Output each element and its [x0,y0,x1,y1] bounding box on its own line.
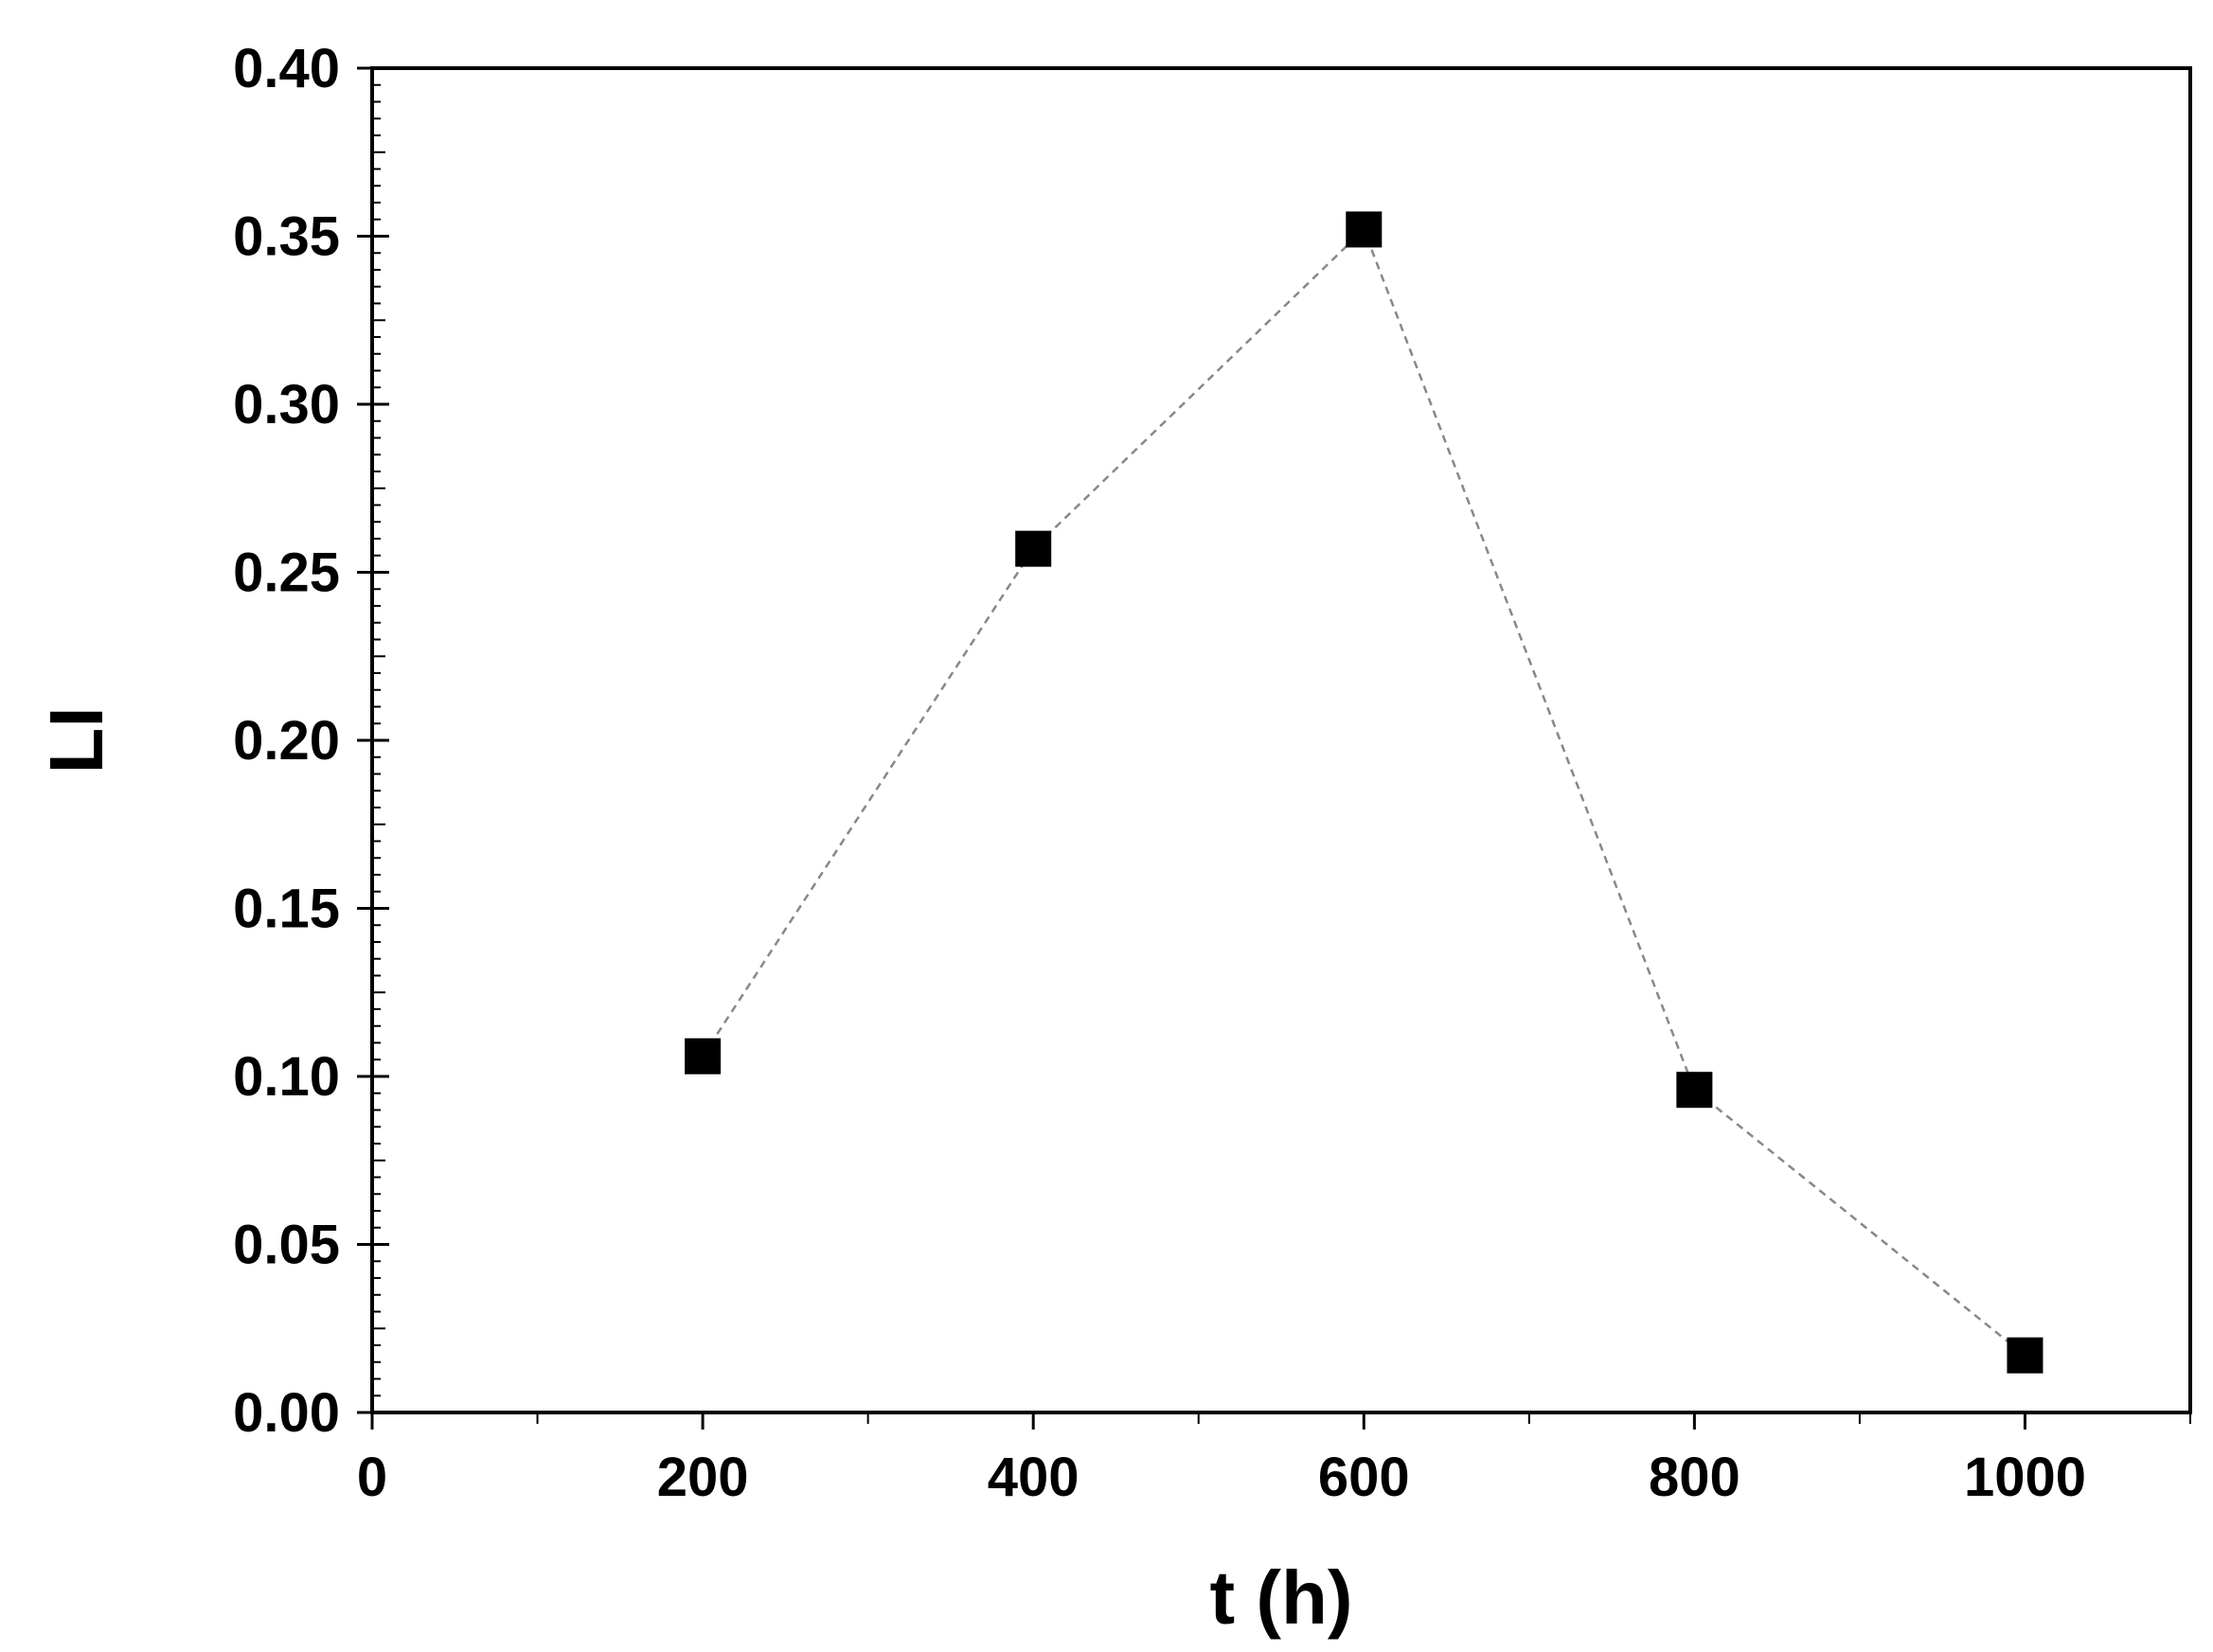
y-tick-label: 0.35 [233,206,340,268]
x-axis-title: t (h) [1209,1555,1352,1640]
y-tick-label: 0.30 [233,374,340,435]
series-points [685,211,2043,1374]
x-axis: 0 200 400 600 800 1000 [357,1412,2191,1508]
y-axis-title: LI [34,706,118,773]
x-tick-label: 800 [1649,1447,1740,1508]
y-tick-label: 0.40 [233,38,340,99]
y-tick-label: 0.05 [233,1215,340,1276]
data-point [685,1038,722,1075]
x-tick-label: 600 [1318,1447,1410,1508]
y-tick-label: 0.15 [233,879,340,940]
y-axis: 0.00 0.05 0.10 0.15 0.20 0.25 0.30 0.35 0.40 [233,38,389,1444]
y-tick-label: 0.10 [233,1046,340,1108]
data-point [1015,530,1052,567]
series-line [702,227,2026,1357]
series-connecting-line [702,227,2026,1357]
data-point [1346,211,1383,248]
plot-area-frame [370,66,2192,1414]
y-tick-label: 0.25 [233,542,340,604]
x-tick-label: 0 [357,1447,387,1508]
x-tick-label: 400 [988,1447,1080,1508]
x-tick-label: 200 [657,1447,749,1508]
y-tick-label: 0.00 [233,1382,340,1444]
data-point [1676,1072,1713,1109]
x-tick-label: 1000 [1964,1447,2086,1508]
y-tick-label: 0.20 [233,710,340,772]
data-point [2007,1337,2043,1374]
